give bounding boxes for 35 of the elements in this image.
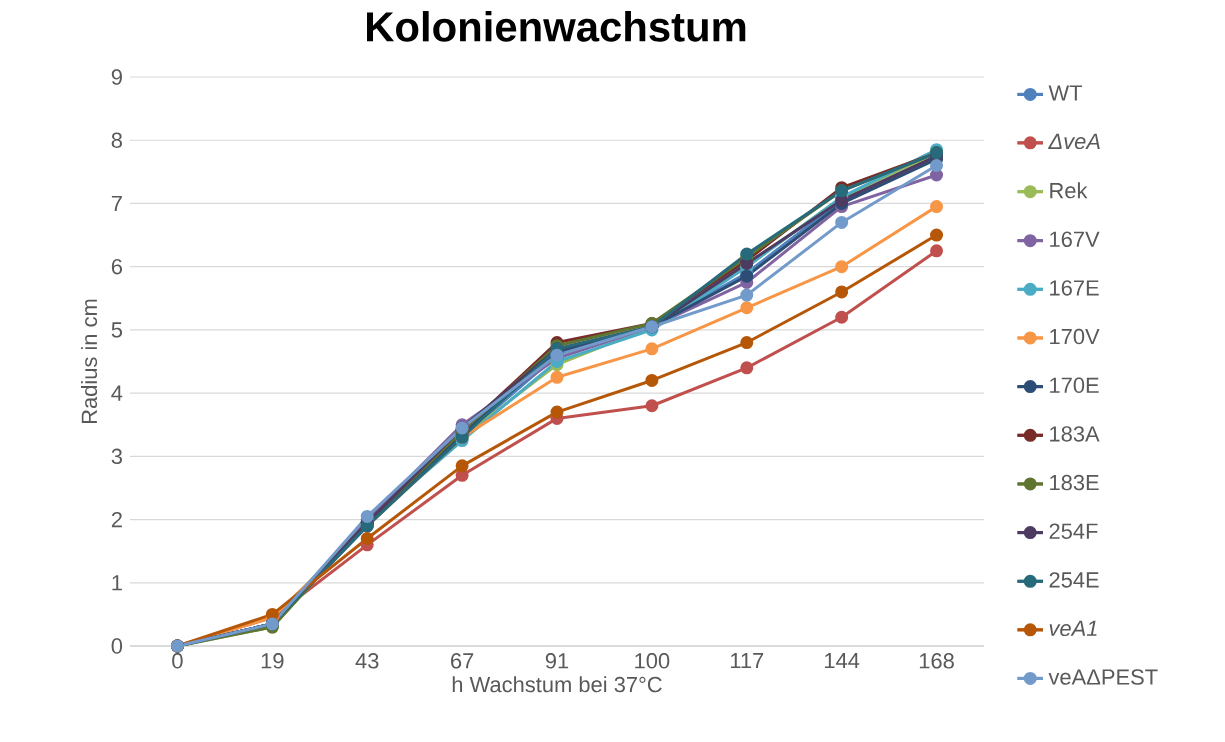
x-tick-label: 144	[825, 653, 860, 669]
y-tick-label: 6	[111, 258, 122, 275]
legend-label: 254F	[1049, 523, 1098, 539]
legend-label: veA1	[1049, 620, 1097, 637]
y-axis-title: Radius in cm	[81, 299, 98, 424]
y-tick-label: 0	[111, 638, 123, 654]
x-tick-label: 43	[355, 653, 379, 669]
y-tick-label: 7	[111, 195, 122, 211]
legend-label: WT	[1048, 85, 1083, 101]
x-tick-label: 67	[451, 653, 474, 669]
x-tick-label: 100	[635, 653, 670, 669]
legend-label: 170E	[1050, 377, 1099, 393]
x-tick-label: 0	[172, 653, 183, 669]
legend-label: 183A	[1050, 426, 1100, 442]
legend-label: 254E	[1049, 572, 1099, 588]
x-tick-label: 117	[730, 653, 764, 669]
legend-label: 167V	[1050, 231, 1100, 248]
y-tick-label: 4	[111, 385, 123, 401]
legend-label: ΔveA	[1048, 133, 1100, 150]
legend-label: 170V	[1050, 328, 1100, 345]
y-tick-label: 2	[111, 511, 122, 528]
y-tick-label: 1	[112, 575, 122, 591]
y-tick-label: 5	[111, 322, 123, 338]
x-axis-title: h Wachstum bei 37°C	[452, 676, 662, 693]
legend-label: 183E	[1050, 474, 1099, 491]
legend-label: veAΔPEST	[1048, 669, 1158, 685]
x-tick-label: 19	[261, 653, 284, 669]
x-tick-label: 91	[545, 653, 569, 669]
x-tick-label: 168	[919, 653, 954, 669]
y-tick-label: 9	[111, 69, 122, 85]
legend-label: 167E	[1050, 280, 1099, 296]
y-tick-label: 8	[111, 132, 122, 148]
legend-label: Rek	[1050, 182, 1088, 199]
chart-title: Kolonienwachstum	[367, 11, 746, 42]
y-tick-label: 3	[111, 448, 122, 465]
